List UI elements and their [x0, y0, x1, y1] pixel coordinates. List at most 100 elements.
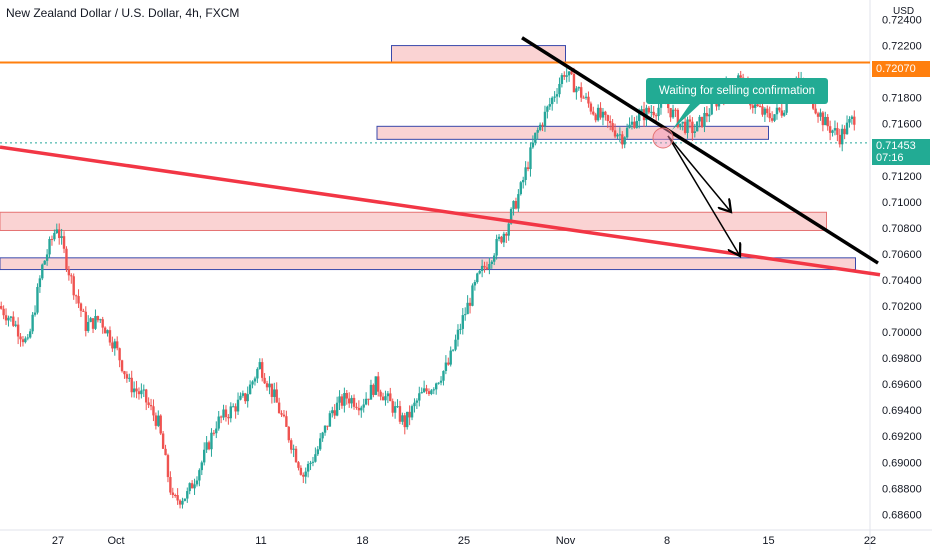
candle-body	[575, 88, 578, 93]
candle-body	[270, 383, 274, 397]
candle-body	[290, 440, 293, 450]
candle-body	[512, 200, 515, 210]
candle-body	[340, 396, 344, 406]
candle-body	[50, 239, 54, 241]
candle-body	[186, 491, 189, 499]
candle-body	[132, 388, 136, 393]
candle-body	[302, 474, 305, 477]
x-tick-label: 18	[356, 535, 368, 547]
candle-body	[89, 318, 92, 322]
candle-body	[497, 236, 501, 239]
candle-body	[437, 382, 440, 384]
candle-body	[53, 232, 56, 240]
highlight-circle	[652, 127, 674, 149]
candle-body	[171, 492, 174, 495]
candle-body	[244, 393, 247, 402]
candle-body	[241, 393, 245, 396]
candle-body	[780, 110, 783, 116]
candle-body	[0, 306, 3, 309]
candle-body	[227, 417, 230, 419]
y-tick-label: 0.69400	[882, 405, 922, 417]
candle-body	[555, 94, 559, 97]
candle-body	[464, 314, 467, 316]
candle-body	[91, 318, 95, 329]
candle-body	[130, 377, 133, 393]
candle-body	[386, 393, 390, 397]
candle-body	[570, 71, 573, 74]
candle-body	[754, 104, 757, 108]
candle-body	[505, 233, 508, 236]
candle-body	[410, 406, 414, 418]
candle-body	[277, 402, 281, 414]
candle-body	[207, 442, 211, 450]
candle-body	[778, 107, 781, 111]
candle-body	[118, 348, 121, 361]
y-tick-label: 0.72200	[882, 41, 922, 53]
y-tick-label: 0.68600	[882, 509, 922, 521]
candle-body	[137, 391, 141, 395]
y-tick-label: 0.70400	[882, 275, 922, 287]
candle-body	[413, 402, 416, 407]
candle-body	[427, 391, 431, 394]
candle-body	[679, 123, 682, 128]
callout-pointer	[672, 104, 700, 130]
candle-body	[251, 381, 254, 385]
candle-body	[193, 484, 196, 489]
candle-body	[444, 362, 448, 371]
candle-body	[599, 107, 602, 118]
candle-body	[36, 286, 39, 313]
candle-body	[41, 264, 44, 279]
candle-body	[408, 411, 411, 418]
candle-body	[31, 314, 34, 332]
candle-body	[96, 316, 100, 321]
candle-body	[222, 409, 225, 418]
y-tick-label: 0.70600	[882, 249, 922, 261]
candle-body	[567, 71, 571, 76]
candle-body	[495, 238, 498, 256]
candle-body	[219, 416, 223, 418]
candle-body	[188, 483, 191, 492]
candle-body	[248, 384, 252, 395]
candle-body	[425, 388, 428, 392]
candle-body	[638, 112, 641, 121]
candle-body	[374, 376, 377, 395]
candle-body	[514, 200, 518, 209]
candle-body	[480, 265, 484, 271]
low-zone-2	[0, 257, 856, 271]
current-price-label: 0.71453	[876, 140, 916, 152]
candle-body	[190, 483, 194, 489]
candle-body	[19, 336, 22, 340]
candle-body	[560, 75, 564, 84]
candle-body	[367, 398, 370, 400]
candle-body	[758, 106, 762, 108]
candle-body	[362, 404, 365, 408]
candle-body	[82, 310, 85, 312]
candle-body	[529, 147, 532, 170]
candle-body	[633, 121, 636, 128]
resistance-price-tag: 0.72070	[872, 61, 930, 77]
candle-body	[623, 137, 626, 145]
candle-body	[391, 401, 394, 413]
candle-body	[210, 432, 213, 450]
candle-body	[116, 341, 119, 349]
candle-body	[282, 414, 286, 417]
candle-body	[297, 462, 300, 468]
candle-body	[589, 103, 593, 112]
y-tick-label: 0.70200	[882, 301, 922, 313]
candle-body	[258, 362, 261, 369]
candle-body	[686, 119, 689, 133]
candle-body	[671, 109, 675, 118]
candle-body	[546, 106, 549, 112]
candle-body	[396, 406, 399, 408]
candle-body	[654, 115, 658, 117]
candle-body	[526, 167, 530, 170]
candle-body	[565, 75, 568, 77]
y-tick-label: 0.71000	[882, 197, 922, 209]
candle-body	[357, 407, 361, 411]
candle-body	[621, 134, 624, 145]
candle-body	[461, 315, 464, 329]
candle-body	[48, 239, 51, 255]
candle-body	[763, 108, 767, 115]
candle-body	[108, 330, 112, 343]
